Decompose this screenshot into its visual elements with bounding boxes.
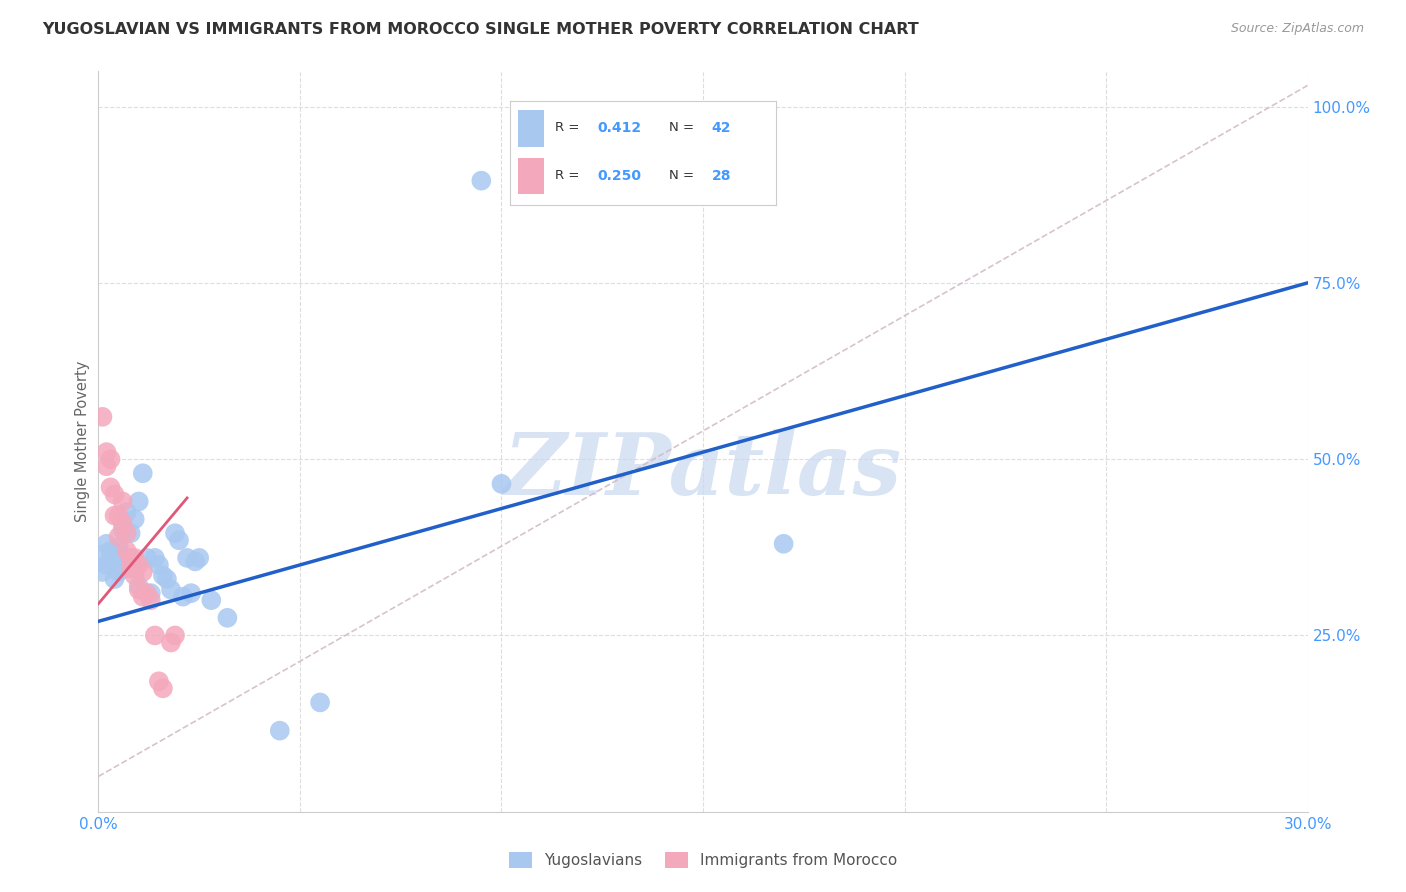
Point bbox=[107, 541, 129, 555]
Point bbox=[100, 480, 122, 494]
Point bbox=[124, 568, 146, 582]
Point bbox=[124, 558, 146, 572]
Point bbox=[111, 523, 134, 537]
Point bbox=[172, 590, 194, 604]
Point bbox=[100, 554, 122, 568]
Point bbox=[111, 550, 134, 565]
Y-axis label: Single Mother Poverty: Single Mother Poverty bbox=[75, 361, 90, 522]
Text: Source: ZipAtlas.com: Source: ZipAtlas.com bbox=[1230, 22, 1364, 36]
Point bbox=[772, 537, 794, 551]
Point bbox=[103, 487, 125, 501]
Point bbox=[309, 695, 332, 709]
Point bbox=[100, 452, 122, 467]
Legend: Yugoslavians, Immigrants from Morocco: Yugoslavians, Immigrants from Morocco bbox=[502, 847, 904, 874]
Point bbox=[163, 526, 186, 541]
Point bbox=[269, 723, 291, 738]
Point bbox=[156, 572, 179, 586]
Point bbox=[167, 533, 190, 548]
Point bbox=[120, 526, 142, 541]
Point bbox=[115, 544, 138, 558]
Point bbox=[124, 512, 146, 526]
Point bbox=[120, 550, 142, 565]
Point bbox=[163, 628, 186, 642]
Point bbox=[91, 565, 114, 579]
Point bbox=[103, 572, 125, 586]
Point bbox=[115, 561, 138, 575]
Point bbox=[132, 590, 155, 604]
Point bbox=[132, 467, 155, 481]
Point bbox=[160, 635, 183, 649]
Point bbox=[96, 558, 118, 572]
Point bbox=[139, 586, 162, 600]
Point bbox=[120, 550, 142, 565]
Text: YUGOSLAVIAN VS IMMIGRANTS FROM MOROCCO SINGLE MOTHER POVERTY CORRELATION CHART: YUGOSLAVIAN VS IMMIGRANTS FROM MOROCCO S… bbox=[42, 22, 920, 37]
Point bbox=[115, 505, 138, 519]
Point bbox=[143, 628, 166, 642]
Point bbox=[135, 550, 157, 565]
Point bbox=[176, 550, 198, 565]
Point bbox=[96, 537, 118, 551]
Point bbox=[124, 550, 146, 565]
Point bbox=[128, 558, 150, 572]
Point bbox=[111, 494, 134, 508]
Point bbox=[143, 550, 166, 565]
Point bbox=[115, 526, 138, 541]
Text: ZIPatlas: ZIPatlas bbox=[503, 429, 903, 513]
Point bbox=[91, 409, 114, 424]
Point bbox=[152, 568, 174, 582]
Point bbox=[107, 530, 129, 544]
Point bbox=[188, 550, 211, 565]
Point bbox=[160, 582, 183, 597]
Point bbox=[120, 561, 142, 575]
Point bbox=[100, 544, 122, 558]
Point bbox=[152, 681, 174, 696]
Point bbox=[491, 476, 513, 491]
Point bbox=[184, 554, 207, 568]
Point bbox=[135, 586, 157, 600]
Point bbox=[217, 611, 239, 625]
Point bbox=[180, 586, 202, 600]
Point bbox=[128, 579, 150, 593]
Point bbox=[107, 565, 129, 579]
Point bbox=[91, 547, 114, 561]
Point bbox=[103, 508, 125, 523]
Point bbox=[103, 547, 125, 561]
Point bbox=[128, 582, 150, 597]
Point bbox=[128, 494, 150, 508]
Point bbox=[148, 674, 170, 689]
Point bbox=[96, 445, 118, 459]
Point bbox=[139, 593, 162, 607]
Point bbox=[111, 516, 134, 530]
Point bbox=[132, 565, 155, 579]
Point bbox=[96, 459, 118, 474]
Point bbox=[200, 593, 222, 607]
Point bbox=[470, 174, 492, 188]
Point bbox=[107, 508, 129, 523]
Point bbox=[148, 558, 170, 572]
